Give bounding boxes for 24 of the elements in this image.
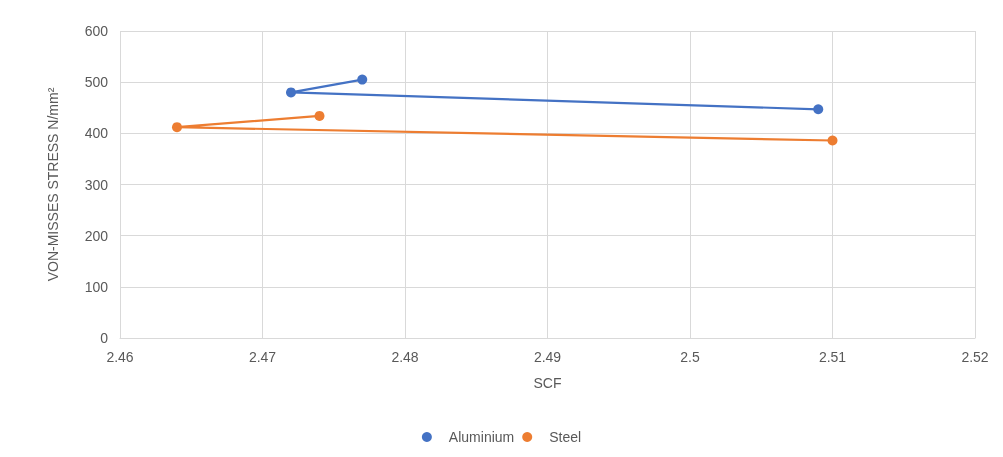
y-tick-label: 0 (100, 330, 109, 346)
y-tick-label: 100 (84, 278, 109, 295)
point (172, 122, 182, 133)
point (827, 135, 838, 146)
x-tick-label: 2.5 (680, 349, 700, 365)
y-tick-label: 300 (84, 176, 109, 193)
x-tick-label: 2.52 (961, 349, 989, 365)
x-tick-label: 2.46 (106, 349, 134, 365)
x-tick-label: 2.49 (533, 349, 562, 365)
x-tick-label: 2.51 (818, 349, 847, 365)
legend-label: Steel (549, 429, 582, 445)
y-tick-label: 200 (84, 227, 109, 244)
y-tick-label: 400 (84, 125, 109, 142)
x-tick-label: 2.47 (248, 349, 277, 365)
point (286, 87, 296, 98)
y-tick-label: 600 (84, 23, 109, 39)
legend-label: Aluminium (448, 429, 515, 445)
point (357, 74, 368, 85)
y-axis-title: VON-MISSES STRESS N/mm² (45, 87, 61, 282)
point (813, 104, 824, 115)
x-axis-title: SCF (533, 375, 562, 391)
y-tick-label: 500 (84, 74, 109, 91)
point (314, 110, 325, 121)
x-tick-label: 2.48 (391, 349, 419, 365)
